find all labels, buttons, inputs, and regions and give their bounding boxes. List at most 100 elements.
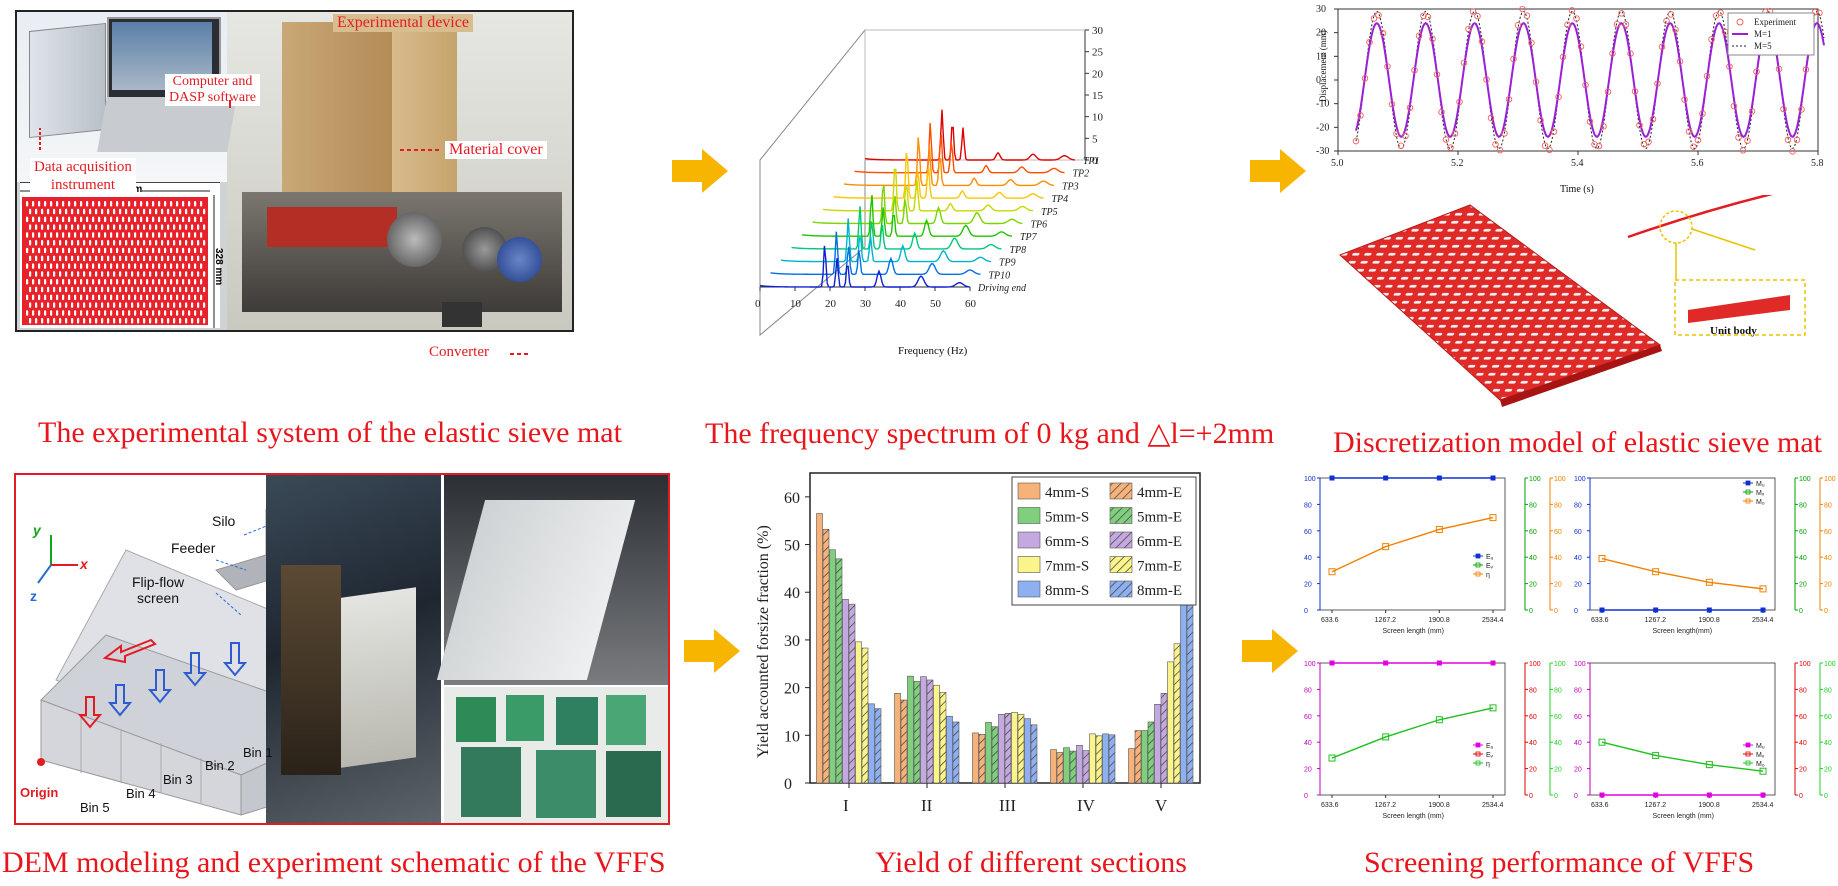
sieve-hole <box>170 201 173 207</box>
displacement-chart: 5.0 5.2 5.4 5.6 5.8 30 20 10 0 -10 -20 -30 Experimen… <box>1316 5 1825 169</box>
sieve-hole <box>113 208 116 215</box>
y-tick-label: 20 <box>1554 582 1562 589</box>
y-tick-label: 60 <box>1799 714 1807 721</box>
y-tick-label: 10 <box>784 728 800 745</box>
experiment-point <box>1492 141 1499 148</box>
sieve-hole <box>44 247 47 254</box>
sieve-hole <box>194 294 197 301</box>
sieve-hole <box>143 318 146 324</box>
bar <box>868 703 875 784</box>
y-tick-label: 20 <box>1316 28 1326 39</box>
sieve-hole <box>116 216 119 223</box>
bar <box>913 681 921 784</box>
x-tick-label: 1267.2 <box>1645 617 1667 624</box>
sieve-hole <box>188 247 191 254</box>
experiment-point <box>1685 128 1693 135</box>
sieve-hole <box>110 310 113 316</box>
experiment-point <box>1649 115 1657 123</box>
y-tick-label: 100 <box>1304 476 1316 483</box>
sieve-hole <box>53 255 56 262</box>
x-tick-label: 2534.4 <box>1482 802 1504 809</box>
sieve-hole <box>80 263 83 269</box>
sieve-hole <box>164 279 167 285</box>
sieve-hole <box>50 232 53 238</box>
sieve-hole <box>194 201 197 207</box>
experiment-point <box>1676 58 1684 65</box>
spectrum-trace <box>780 218 992 263</box>
y-tick-label: 0 <box>1799 793 1803 800</box>
sieve-hole <box>50 216 53 223</box>
sieve-hole <box>128 263 131 269</box>
experiment-point <box>1402 132 1409 140</box>
sieve-hole <box>104 294 107 301</box>
experiment-point <box>1613 20 1621 28</box>
sieve-hole <box>152 232 155 238</box>
legend-marker <box>1475 553 1481 559</box>
sieve-hole <box>200 294 203 301</box>
series-marker <box>1490 660 1496 666</box>
sieve-hole <box>137 255 140 262</box>
sieve-hole <box>41 224 44 230</box>
bin-label: Bin 1 <box>243 745 273 760</box>
sieve-hole <box>152 216 155 223</box>
y-tick-label: 40 <box>1799 740 1807 747</box>
sieve-hole <box>113 240 116 246</box>
legend-label: Eᵥ <box>1486 563 1494 570</box>
sieve-hole <box>113 224 116 230</box>
sieve-hole <box>143 271 146 277</box>
dem-model-panel <box>14 473 670 825</box>
series-marker <box>1760 792 1766 798</box>
label-feeder: Feeder <box>171 540 216 556</box>
sieve-hole <box>128 232 131 238</box>
experiment-point <box>1505 96 1513 103</box>
sieve-hole <box>203 208 206 215</box>
sieve-hole <box>176 216 179 223</box>
y-tick-label: 40 <box>1799 555 1807 562</box>
experiment-point <box>1438 108 1445 116</box>
series-marker <box>1382 543 1390 551</box>
sieve-hole <box>197 302 200 308</box>
sieve-hole <box>134 263 137 269</box>
bar <box>835 558 843 784</box>
y-tick-label: 60 <box>1574 714 1582 721</box>
sieve-hole <box>173 208 176 215</box>
y-tick-label: 20 <box>1574 582 1582 589</box>
sieve-hole <box>44 216 47 223</box>
sieve-hole <box>125 286 128 293</box>
sieve-hole <box>119 302 122 308</box>
bar <box>1069 750 1077 784</box>
y-tick-label: -10 <box>1316 99 1329 110</box>
sieve-hole <box>44 310 47 316</box>
sieve-hole <box>155 271 158 277</box>
spectrum-trace <box>759 245 971 288</box>
sieve-hole <box>194 216 197 223</box>
legend-swatch <box>1109 580 1133 598</box>
sieve-hole <box>86 263 89 269</box>
series-m5 <box>1355 10 1825 150</box>
experiment-point <box>1478 38 1486 45</box>
x-tick-label: 1900.8 <box>1428 802 1450 809</box>
sieve-hole <box>200 310 203 316</box>
sieve-hole <box>179 318 182 324</box>
bar <box>985 722 992 784</box>
sieve-hole <box>158 201 161 207</box>
legend-label: Eᵤ <box>1486 554 1494 561</box>
legend-marker <box>1475 742 1481 748</box>
series-marker <box>1599 607 1605 613</box>
sieve-hole <box>131 318 134 324</box>
legend-label: η <box>1486 761 1490 768</box>
sieve-hole <box>107 302 110 308</box>
x-axis-label: Screen length(mm) <box>1653 628 1713 635</box>
sieve-hole <box>110 263 113 269</box>
sieve-hole <box>158 216 161 223</box>
y-tick-label: 0 <box>1574 608 1578 615</box>
sieve-hole <box>92 216 95 223</box>
sieve-hole <box>170 294 173 301</box>
experiment-point <box>1748 108 1756 115</box>
sieve-hole <box>200 263 203 269</box>
bar <box>998 714 1005 784</box>
experiment-point <box>1514 21 1522 29</box>
sieve-hole <box>35 302 38 308</box>
sieve-hole <box>125 255 128 262</box>
